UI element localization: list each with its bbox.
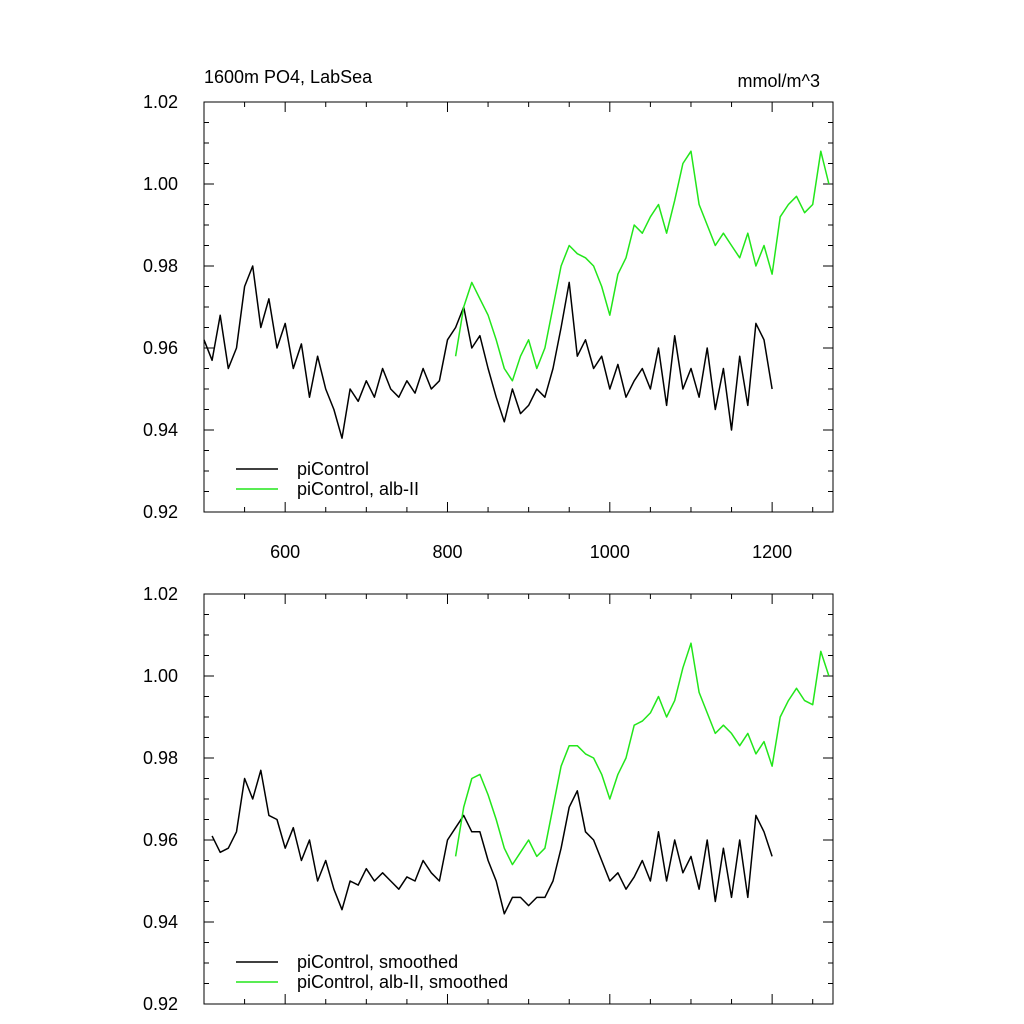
y-tick-label: 1.00 xyxy=(143,174,178,194)
y-tick-label: 1.02 xyxy=(143,584,178,604)
top-panel-legend: piControl piControl, alb-II xyxy=(236,459,419,499)
bottom-panel-y-tick-labels: 0.92 0.94 0.96 0.98 1.00 1.02 xyxy=(143,584,178,1014)
y-tick-label: 0.94 xyxy=(143,912,178,932)
series-line-picontrol-alb-ii-smoothed xyxy=(454,642,830,866)
bottom-panel-legend: piControl, smoothed piControl, alb-II, s… xyxy=(236,952,508,992)
x-tick-label: 800 xyxy=(432,542,462,562)
legend-label-picontrol-smoothed: piControl, smoothed xyxy=(297,952,458,972)
y-tick-label: 1.02 xyxy=(143,92,178,112)
x-tick-label: 1000 xyxy=(590,542,630,562)
y-tick-label: 0.96 xyxy=(143,338,178,358)
bottom-panel-frame xyxy=(203,593,834,1005)
legend-label-picontrol-alb-ii-smoothed: piControl, alb-II, smoothed xyxy=(297,972,508,992)
x-tick-label: 1200 xyxy=(752,542,792,562)
top-panel-ticks xyxy=(203,101,833,513)
top-panel-y-tick-labels: 0.92 0.94 0.96 0.98 1.00 1.02 xyxy=(143,92,178,522)
bottom-panel-lines xyxy=(211,642,830,915)
bottom-panel-ticks xyxy=(203,593,833,1005)
series-line-picontrol-alb-ii xyxy=(454,150,830,382)
bottom-panel: 0.92 0.94 0.96 0.98 1.00 1.02 piControl, smoo… xyxy=(143,584,834,1014)
series-line-picontrol-smoothed xyxy=(211,769,773,915)
y-tick-label: 0.98 xyxy=(143,256,178,276)
y-tick-label: 1.00 xyxy=(143,666,178,686)
top-panel-title: 1600m PO4, LabSea xyxy=(204,67,373,87)
top-panel-units: mmol/m^3 xyxy=(738,71,820,91)
y-tick-label: 0.92 xyxy=(143,994,178,1014)
legend-label-picontrol-alb-ii: piControl, alb-II xyxy=(297,479,419,499)
legend-label-picontrol: piControl xyxy=(297,459,369,479)
y-tick-label: 0.96 xyxy=(143,830,178,850)
series-line-picontrol xyxy=(203,265,773,439)
y-tick-label: 0.94 xyxy=(143,420,178,440)
top-panel-lines xyxy=(203,150,830,439)
y-tick-label: 0.92 xyxy=(143,502,178,522)
x-tick-label: 600 xyxy=(270,542,300,562)
y-tick-label: 0.98 xyxy=(143,748,178,768)
top-panel-frame xyxy=(203,101,834,513)
top-panel: 1600m PO4, LabSea mmol/m^3 600 800 1000 120… xyxy=(143,67,834,562)
top-panel-x-tick-labels: 600 800 1000 1200 xyxy=(270,542,792,562)
